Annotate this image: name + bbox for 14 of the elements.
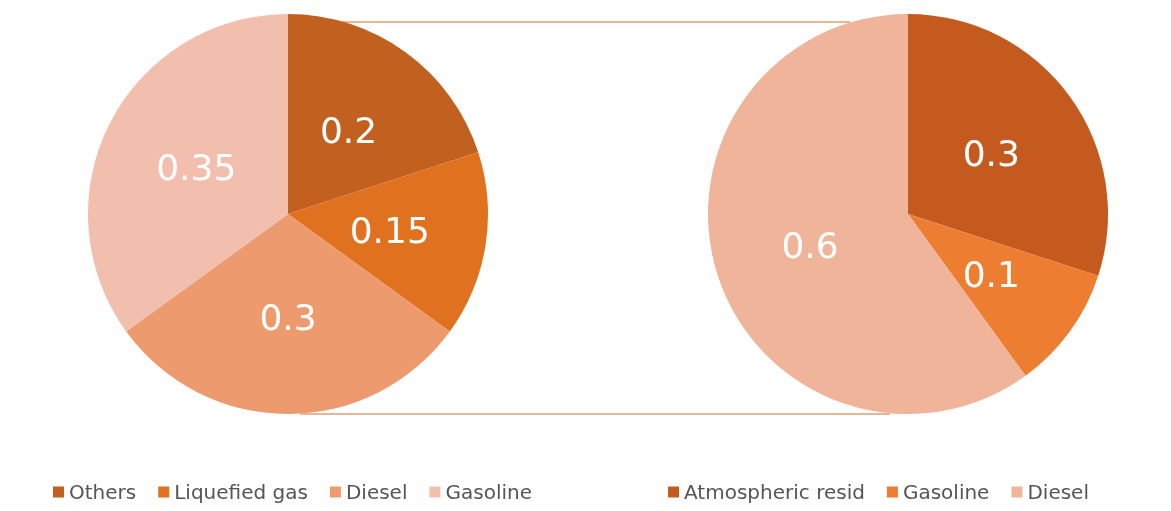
data-label: 0.3 [962, 132, 1020, 174]
legend-label: Others [69, 480, 137, 504]
legend-label: Liquefied gas [174, 480, 308, 504]
legend-label: Gasoline [902, 480, 990, 504]
data-label: 0.2 [319, 110, 378, 152]
legend-label: Gasoline [445, 480, 532, 504]
legend-label: Diesel [1027, 480, 1089, 504]
data-label: 0.35 [156, 146, 237, 188]
legend-label: Diesel [345, 480, 408, 504]
data-label: 0.1 [962, 254, 1020, 296]
data-label: 0.6 [781, 225, 839, 267]
data-label: 0.3 [259, 296, 317, 338]
legend-label: Atmospheric resid [684, 480, 865, 504]
data-label: 0.15 [349, 209, 430, 251]
